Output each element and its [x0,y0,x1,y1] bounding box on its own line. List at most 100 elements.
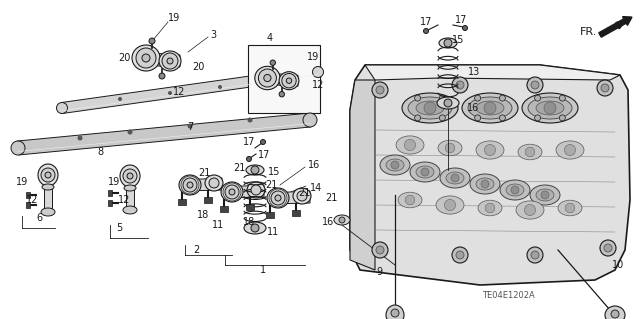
Circle shape [485,203,495,213]
Text: 1: 1 [260,265,266,275]
Circle shape [339,217,345,223]
Circle shape [601,84,609,92]
Ellipse shape [416,166,434,178]
Circle shape [209,178,219,188]
Circle shape [275,195,281,201]
Circle shape [456,81,464,89]
Circle shape [565,203,575,213]
Text: 8: 8 [97,147,103,157]
Polygon shape [138,52,180,67]
Polygon shape [108,200,112,206]
Circle shape [534,95,541,101]
Ellipse shape [246,165,264,175]
Circle shape [168,92,172,94]
Polygon shape [126,188,134,210]
Bar [248,45,320,113]
Circle shape [421,168,429,176]
Circle shape [444,199,456,211]
Text: 21: 21 [298,188,310,198]
Ellipse shape [536,101,564,115]
Ellipse shape [476,178,494,190]
Circle shape [525,147,535,157]
Circle shape [136,48,156,68]
Ellipse shape [436,196,464,214]
Text: 18: 18 [243,217,255,227]
Circle shape [391,309,399,317]
Circle shape [167,58,173,64]
Circle shape [456,251,464,259]
Circle shape [511,186,519,194]
Circle shape [484,102,496,114]
Ellipse shape [556,141,584,159]
Text: 21: 21 [198,168,211,178]
Ellipse shape [605,306,625,319]
Text: 17: 17 [455,15,467,25]
Circle shape [415,115,420,121]
Ellipse shape [124,185,136,191]
Ellipse shape [123,206,137,214]
Circle shape [270,60,275,65]
Ellipse shape [410,162,440,182]
Text: 21: 21 [325,193,337,203]
Circle shape [611,310,619,318]
Polygon shape [178,199,186,205]
Circle shape [600,240,616,256]
Text: 18: 18 [197,210,209,220]
Ellipse shape [416,101,444,115]
Ellipse shape [468,97,512,119]
Text: 17: 17 [243,137,255,147]
Text: 12: 12 [312,80,324,90]
Ellipse shape [42,184,54,190]
Polygon shape [26,202,30,208]
Ellipse shape [439,38,457,48]
Text: 4: 4 [267,33,273,43]
Circle shape [452,77,468,93]
Ellipse shape [279,72,299,90]
Text: 19: 19 [108,177,120,187]
Circle shape [183,178,197,192]
Polygon shape [246,204,254,210]
Ellipse shape [205,175,223,191]
Circle shape [527,247,543,263]
Ellipse shape [255,66,280,90]
Text: TE04E1202A: TE04E1202A [482,291,534,300]
Text: FR.: FR. [580,27,597,37]
Circle shape [405,195,415,205]
Circle shape [188,124,192,128]
Ellipse shape [398,192,422,208]
Circle shape [424,28,429,33]
Polygon shape [17,113,310,155]
Text: 21: 21 [233,163,245,173]
Circle shape [531,81,539,89]
Polygon shape [292,210,300,216]
Circle shape [128,130,132,134]
Circle shape [475,95,481,101]
Circle shape [260,139,266,145]
Circle shape [444,99,452,107]
Ellipse shape [396,136,424,154]
Text: 10: 10 [612,260,624,270]
Circle shape [123,169,137,183]
Text: 20: 20 [192,62,204,72]
Polygon shape [270,191,310,204]
Ellipse shape [500,180,530,200]
Circle shape [484,145,495,156]
Circle shape [41,168,55,182]
Circle shape [297,191,307,201]
Polygon shape [365,65,620,80]
Circle shape [424,102,436,114]
Text: 19: 19 [16,177,28,187]
Circle shape [372,82,388,98]
Text: 11: 11 [212,220,224,230]
Text: 17: 17 [258,150,270,160]
Ellipse shape [334,215,350,225]
Circle shape [440,95,445,101]
Circle shape [475,115,481,121]
Polygon shape [44,187,52,212]
Circle shape [527,77,543,93]
Ellipse shape [518,144,542,160]
Text: 17: 17 [420,17,433,27]
Circle shape [246,157,252,161]
Polygon shape [350,65,630,285]
Ellipse shape [179,175,201,195]
